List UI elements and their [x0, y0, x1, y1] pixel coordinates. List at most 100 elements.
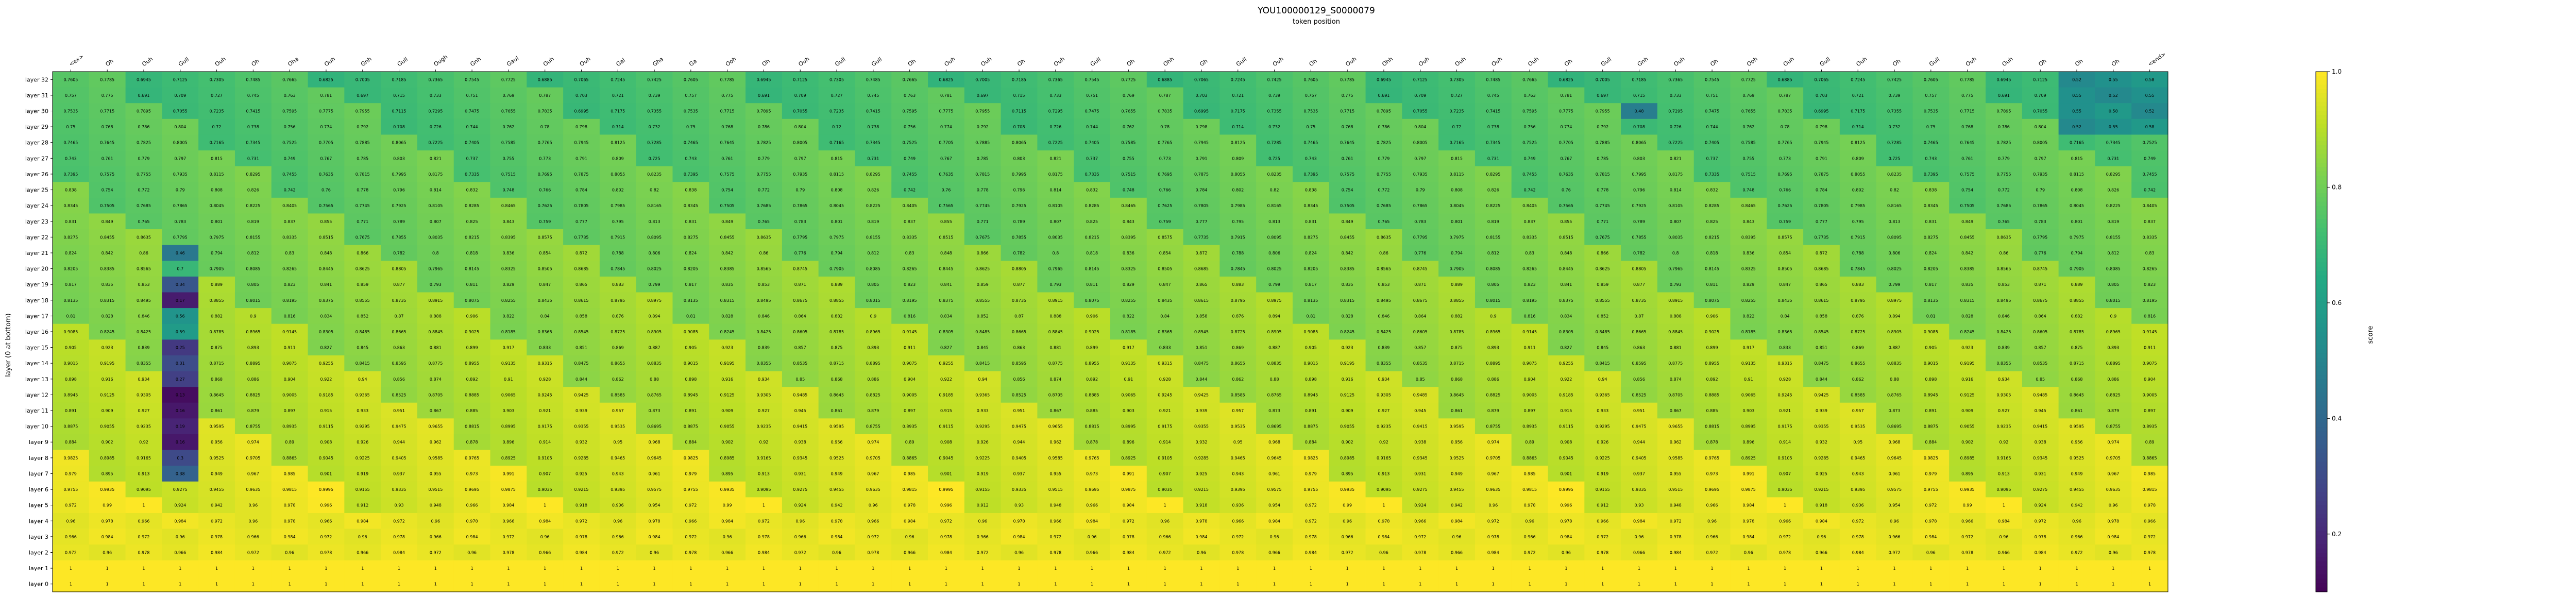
cell-value-label: 0.852	[1597, 314, 1608, 318]
cell-value-label: 1	[1893, 582, 1896, 587]
cell-value-label: 0.8655	[1231, 361, 1245, 366]
heatmap-cell	[1074, 103, 1111, 120]
cell-value-label: 0.94	[358, 377, 367, 382]
cell-value-label: 0.8345	[1924, 203, 1938, 208]
cell-value-label: 0.886	[2107, 377, 2119, 382]
heatmap-cell	[453, 118, 490, 135]
cell-value-label: 0.846	[1998, 314, 2010, 318]
heatmap-cell	[1986, 87, 2023, 104]
colorbar-segment	[2316, 184, 2327, 189]
cell-value-label: 0.7625	[538, 203, 552, 208]
cell-value-label: 0.978	[2107, 519, 2119, 523]
heatmap-cell	[1292, 72, 1330, 88]
cell-value-label: 0.858	[1816, 314, 1827, 318]
heatmap-cell	[453, 103, 490, 120]
heatmap-cell	[964, 197, 1002, 214]
cell-value-label: 0.972	[1670, 519, 1682, 523]
cell-value-label: 0.836	[1123, 251, 1134, 255]
heatmap-cell	[490, 103, 527, 120]
cell-value-label: 0.7695	[1778, 172, 1792, 177]
cell-value-label: 0.8055	[1231, 172, 1245, 177]
heatmap-cell	[1438, 213, 1476, 230]
cell-value-label: 0.7415	[866, 109, 880, 114]
cell-value-label: 0.8565	[1996, 267, 2011, 271]
cell-value-label: 0.9145	[282, 330, 297, 334]
heatmap-cell	[709, 245, 746, 261]
heatmap-cell	[2058, 213, 2095, 230]
heatmap-cell	[1693, 166, 1731, 182]
heatmap-cell	[1256, 166, 1293, 182]
heatmap-cell	[1183, 87, 1220, 104]
heatmap-cell	[891, 213, 928, 230]
cell-value-label: 0.8875	[684, 424, 698, 429]
cell-value-label: 0.78	[1160, 125, 1170, 129]
heatmap-cell	[1657, 150, 1694, 167]
cell-value-label: 0.8055	[611, 172, 625, 177]
cell-value-label: 0.956	[2071, 440, 2083, 445]
cell-value-label: 0.72	[212, 125, 222, 129]
heatmap-cell	[964, 103, 1002, 120]
y-tick-label: layer 0	[29, 581, 48, 588]
cell-value-label: 0.816	[1524, 314, 1536, 318]
heatmap-cell	[1511, 213, 1548, 230]
cell-value-label: 0.972	[502, 535, 514, 539]
cell-value-label: 0.872	[1196, 251, 1208, 255]
x-tick-label: Ooh	[1745, 56, 1759, 67]
cell-value-label: 0.907	[539, 471, 551, 476]
cell-value-label: 0.9755	[63, 487, 78, 492]
cell-value-label: 0.911	[904, 346, 916, 350]
cell-value-label: 0.972	[320, 535, 332, 539]
cell-value-label: 0.7985	[611, 203, 625, 208]
cell-value-label: 0.7735	[574, 235, 589, 240]
cell-value-label: 0.8115	[210, 172, 224, 177]
cell-value-label: 0.962	[430, 440, 442, 445]
heatmap-cell	[1037, 182, 1074, 198]
heatmap-cell	[745, 134, 783, 151]
cell-value-label: 0.75	[686, 125, 696, 129]
cell-value-label: 0.9035	[1778, 487, 1792, 492]
cell-value-label: 0.765	[758, 219, 770, 224]
heatmap-cell	[1730, 150, 1767, 167]
cell-value-label: 0.8245	[720, 330, 735, 334]
cell-value-label: 0.7775	[1559, 109, 1573, 114]
cell-value-label: 0.7295	[1048, 109, 1063, 114]
heatmap-cell	[453, 150, 490, 167]
heatmap-cell	[1767, 87, 1804, 104]
cell-value-label: 0.93	[395, 503, 404, 508]
heatmap-cell	[162, 72, 199, 88]
heatmap-cell	[125, 229, 162, 246]
heatmap-cell	[1001, 72, 1038, 88]
cell-value-label: 0.7805	[1814, 203, 1828, 208]
cell-value-label: 0.9415	[793, 424, 807, 429]
heatmap-cell	[417, 118, 454, 135]
heatmap-cell	[2022, 182, 2059, 198]
cell-value-label: 0.8355	[1996, 361, 2011, 366]
cell-value-label: 0.8805	[392, 267, 406, 271]
cell-value-label: 0.854	[1779, 251, 1791, 255]
cell-value-label: 0.942	[2071, 503, 2083, 508]
heatmap-cell	[381, 118, 418, 135]
cell-value-label: 0.832	[1706, 188, 1718, 193]
cell-value-label: 0.7545	[1705, 77, 1719, 82]
cell-value-label: 0.7505	[100, 203, 114, 208]
cell-value-label: 0.966	[1086, 503, 1098, 508]
cell-value-label: 0.915	[940, 408, 952, 413]
cell-value-label: 0.906	[1706, 314, 1718, 318]
cell-value-label: 0.9225	[975, 456, 990, 460]
cell-value-label: 0.7225	[428, 141, 443, 145]
heatmap-cell	[964, 245, 1002, 261]
cell-value-label: 0.8365	[1158, 330, 1172, 334]
heatmap-cell	[381, 197, 418, 214]
heatmap-cell	[1767, 213, 1804, 230]
colorbar-segment	[2316, 583, 2327, 588]
heatmap-cell	[672, 87, 709, 104]
cell-value-label: 0.7665	[1522, 77, 1537, 82]
cell-value-label: 0.786	[1998, 125, 2010, 129]
heatmap-cell	[1730, 134, 1767, 151]
heatmap-cell	[1730, 229, 1767, 246]
cell-value-label: 0.9035	[1158, 487, 1172, 492]
heatmap-cell	[1657, 229, 1694, 246]
cell-value-label: 1	[1784, 582, 1786, 587]
cell-value-label: 0.972	[1232, 535, 1244, 539]
cell-value-label: 0.7535	[1924, 109, 1938, 114]
